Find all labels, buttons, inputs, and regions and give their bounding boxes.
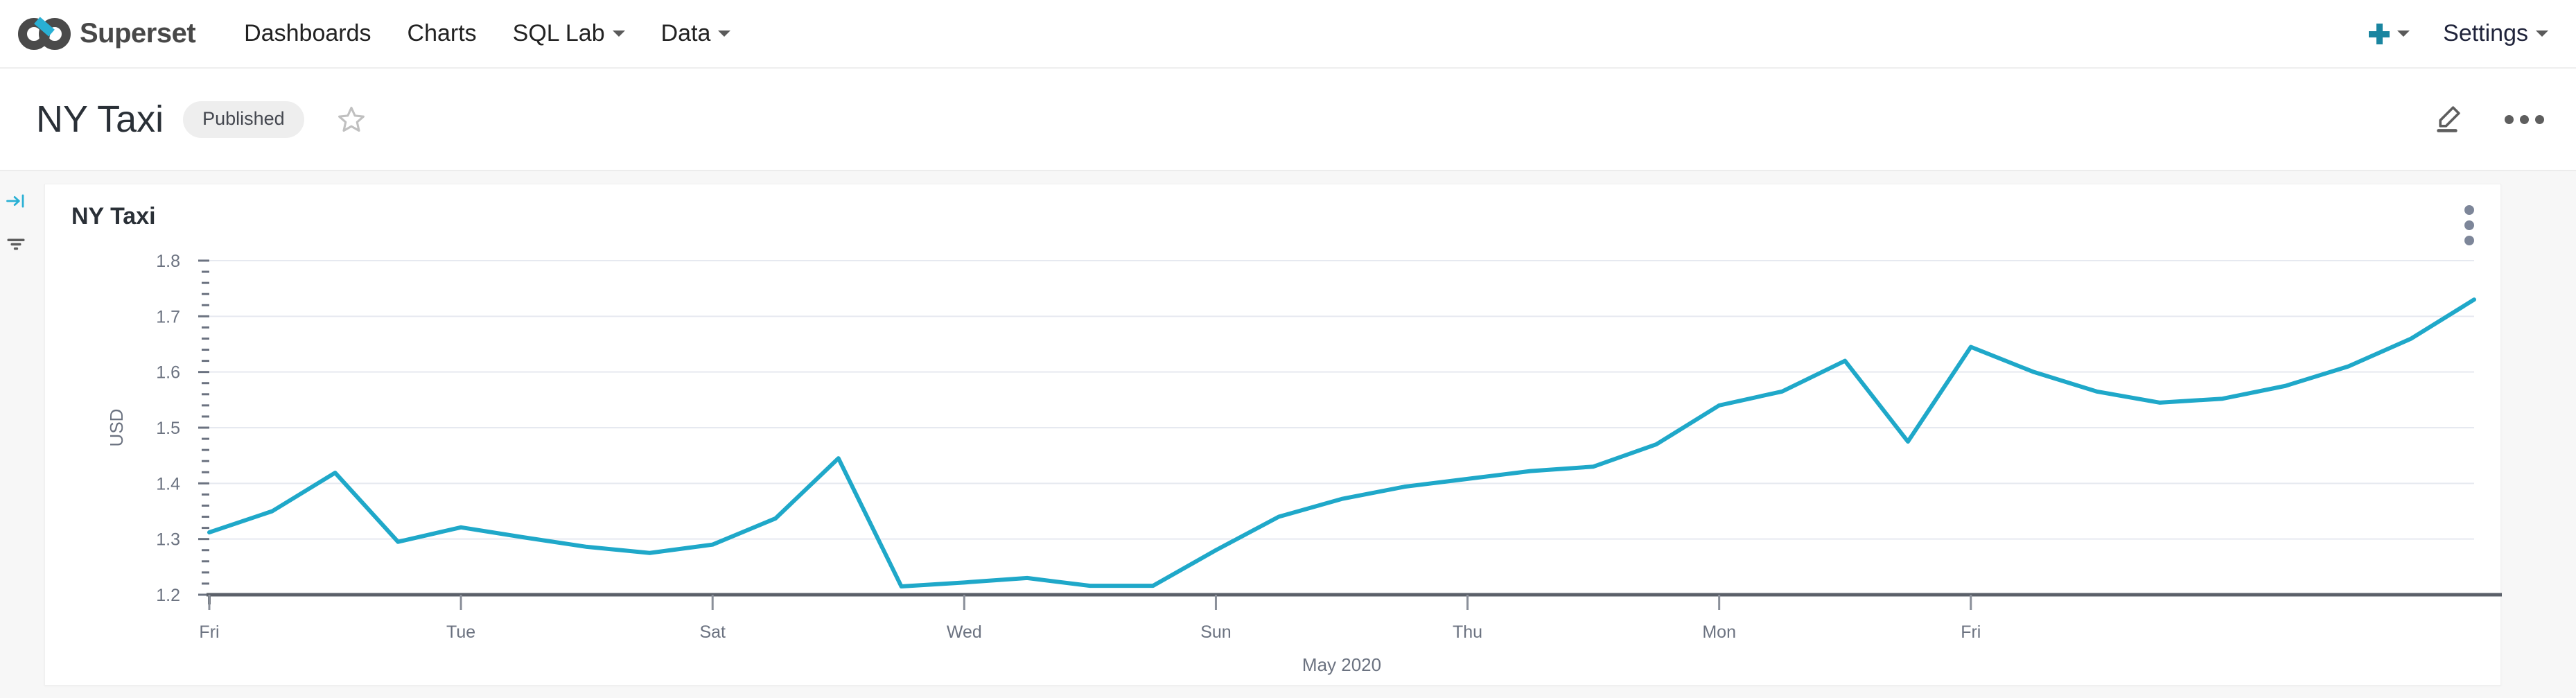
y-tick-label: 1.6 [156, 363, 180, 383]
y-tick-label: 1.2 [156, 586, 180, 605]
dashboard-grid: NY Taxi 1.2 1.3 1.4 1.5 1.6 1.7 1.8 USD Fri Tue Sa… [32, 184, 2544, 698]
left-rail [0, 171, 32, 698]
filter-icon[interactable] [6, 234, 26, 254]
more-vertical-icon[interactable] [2464, 205, 2474, 245]
chevron-down-icon [612, 30, 625, 37]
y-tick-label: 1.4 [156, 474, 180, 494]
superset-infinity-logo [18, 16, 71, 50]
nav-item-label: Dashboards [244, 20, 371, 46]
brand-link[interactable]: Superset [18, 16, 196, 50]
y-tick-label: 1.5 [156, 419, 180, 438]
navbar-right-actions: Settings [2369, 20, 2576, 47]
x-tick-label: Wed [947, 622, 982, 642]
y-tick-label: 1.3 [156, 530, 180, 550]
chevron-down-icon [2397, 30, 2410, 37]
plus-icon [2369, 23, 2390, 44]
star-outline-icon[interactable] [336, 104, 367, 134]
chevron-down-icon [718, 30, 731, 37]
arrow-to-line-right-icon[interactable] [6, 191, 26, 211]
pencil-edit-icon[interactable] [2431, 103, 2463, 135]
status-badge: Published [183, 101, 304, 138]
x-tick-label: Tue [446, 622, 475, 642]
x-tick-label: Mon [1702, 622, 1736, 642]
series-line [207, 297, 2476, 588]
nav-item-dashboards[interactable]: Dashboards [226, 20, 389, 47]
y-axis-label: USD [106, 409, 127, 447]
top-navbar: Superset Dashboards Charts SQL Lab Data … [0, 0, 2576, 69]
line-chart: 1.2 1.3 1.4 1.5 1.6 1.7 1.8 USD Fri Tue Sat Wed Sun T… [45, 248, 2502, 686]
settings-menu[interactable]: Settings [2443, 20, 2548, 47]
chart-card-header: NY Taxi [45, 184, 2500, 248]
chevron-down-icon [2536, 30, 2548, 37]
nav-item-sql-lab[interactable]: SQL Lab [495, 20, 643, 47]
x-tick-label: Fri [1961, 622, 1981, 642]
nav-item-data[interactable]: Data [643, 20, 749, 47]
brand-name: Superset [80, 18, 196, 49]
y-tick-label: 1.7 [156, 307, 180, 326]
x-tick-label: Sat [699, 622, 726, 642]
nav-item-charts[interactable]: Charts [389, 20, 495, 47]
x-tick-label: Fri [199, 622, 219, 642]
chart-card: NY Taxi 1.2 1.3 1.4 1.5 1.6 1.7 1.8 USD Fri Tue Sa… [44, 184, 2502, 686]
nav-item-label: Data [660, 20, 711, 46]
settings-label: Settings [2443, 20, 2528, 46]
page-title: NY Taxi [36, 98, 164, 140]
more-horizontal-icon[interactable] [2505, 114, 2544, 124]
chart-title: NY Taxi [71, 202, 156, 229]
primary-nav: Dashboards Charts SQL Lab Data [226, 20, 748, 47]
nav-item-label: Charts [407, 20, 477, 46]
x-tick-label: Sun [1200, 622, 1231, 642]
y-tick-label: 1.8 [156, 252, 180, 271]
new-item-button[interactable] [2369, 23, 2410, 44]
nav-item-label: SQL Lab [512, 20, 605, 46]
dashboard-header: NY Taxi Published [0, 69, 2576, 171]
x-axis-label: May 2020 [1302, 654, 1381, 675]
dashboard-header-actions [2390, 103, 2576, 135]
line-chart-svg: 1.2 1.3 1.4 1.5 1.6 1.7 1.8 USD Fri Tue Sat Wed Sun T… [106, 252, 2502, 675]
x-tick-label: Thu [1453, 622, 1482, 642]
dashboard-body: NY Taxi 1.2 1.3 1.4 1.5 1.6 1.7 1.8 USD Fri Tue Sa… [0, 171, 2576, 698]
